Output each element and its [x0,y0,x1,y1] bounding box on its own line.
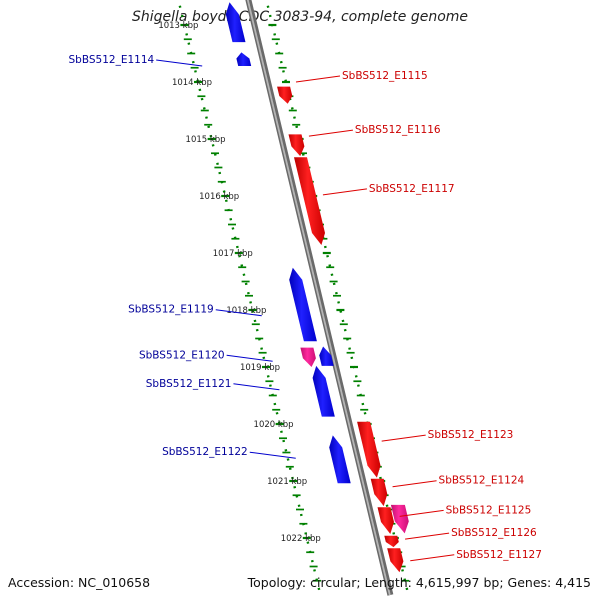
gene-label[interactable]: SbBS512_E1122 [162,446,248,458]
kbp-tick-label: 1018 kbp [226,306,266,316]
kbp-tick-label: 1022 kbp [281,534,321,544]
rna-feature-arrow[interactable] [390,504,409,534]
gene-label[interactable]: SbBS512_E1117 [369,183,455,195]
gene-label-leader [399,509,444,517]
forward-gene-arrow[interactable] [370,478,388,507]
forward-gene-arrow[interactable] [387,548,404,573]
reverse-gene-arrow[interactable] [225,2,246,43]
reverse-gene-arrow[interactable] [319,346,334,366]
backbone-layer [245,0,394,596]
gene-label[interactable]: SbBS512_E1126 [451,527,537,539]
genome-backbone-highlight [246,0,391,596]
kbp-tick-label: 1013 kbp [158,21,198,31]
gene-label-leader [233,383,280,391]
kbp-tick-label: 1014 kbp [172,78,212,88]
forward-gene-arrow[interactable] [277,86,293,104]
gene-label[interactable]: SbBS512_E1115 [342,70,428,82]
kbp-tick-label: 1016 kbp [199,192,239,202]
gene-label-leader [295,75,341,83]
map-title: Shigella boydii CDC 3083-94, complete ge… [131,9,469,25]
gene-label-leader [215,309,262,317]
gene-label-leader [392,480,437,488]
labels-layer: SbBS512_E1114 SbBS512_E1115 SbBS512_E1116 S… [69,54,542,562]
forward-gene-arrow[interactable] [357,421,381,478]
reverse-gene-arrow[interactable] [312,365,335,417]
reverse-gene-arrow[interactable] [236,52,252,66]
kbp-tick-label: 1015 kbp [186,135,226,145]
kbp-tick-label: 1017 kbp [213,249,253,259]
gene-label-leader [226,354,273,362]
gene-label[interactable]: SbBS512_E1114 [69,54,155,66]
forward-gene-arrow[interactable] [288,134,305,157]
gene-label[interactable]: SbBS512_E1123 [428,429,514,441]
gene-label-leader [308,129,353,137]
gene-label[interactable]: SbBS512_E1119 [128,304,214,316]
kbp-tick-label: 1021 kbp [267,477,307,487]
gene-label[interactable]: SbBS512_E1121 [146,378,232,390]
rna-feature-arrow[interactable] [300,347,316,367]
gene-label-leader [156,59,203,67]
gene-label[interactable]: SbBS512_E1125 [446,504,532,516]
features-layer [225,2,409,573]
kbp-tick-label: 1019 kbp [240,363,280,373]
kbp-tick-label: 1020 kbp [254,420,294,430]
gene-label-leader [322,188,367,196]
gene-label[interactable]: SbBS512_E1116 [355,124,441,136]
summary-text: Topology: circular; Length: 4,615,997 bp… [247,575,591,590]
gene-label-leader [405,532,450,540]
reverse-gene-arrow[interactable] [329,435,351,484]
gene-label[interactable]: SbBS512_E1120 [139,349,225,361]
gene-label-leader [410,554,455,562]
gene-label-leader [249,451,296,459]
forward-gene-arrow[interactable] [384,535,399,548]
gene-label[interactable]: SbBS512_E1127 [456,549,542,561]
reverse-gene-arrow[interactable] [289,267,317,342]
accession-text: Accession: NC_010658 [8,575,151,590]
forward-gene-arrow[interactable] [377,507,395,534]
gene-label[interactable]: SbBS512_E1124 [439,475,525,487]
gene-label-leader [381,434,426,442]
forward-gene-arrow[interactable] [294,157,325,245]
